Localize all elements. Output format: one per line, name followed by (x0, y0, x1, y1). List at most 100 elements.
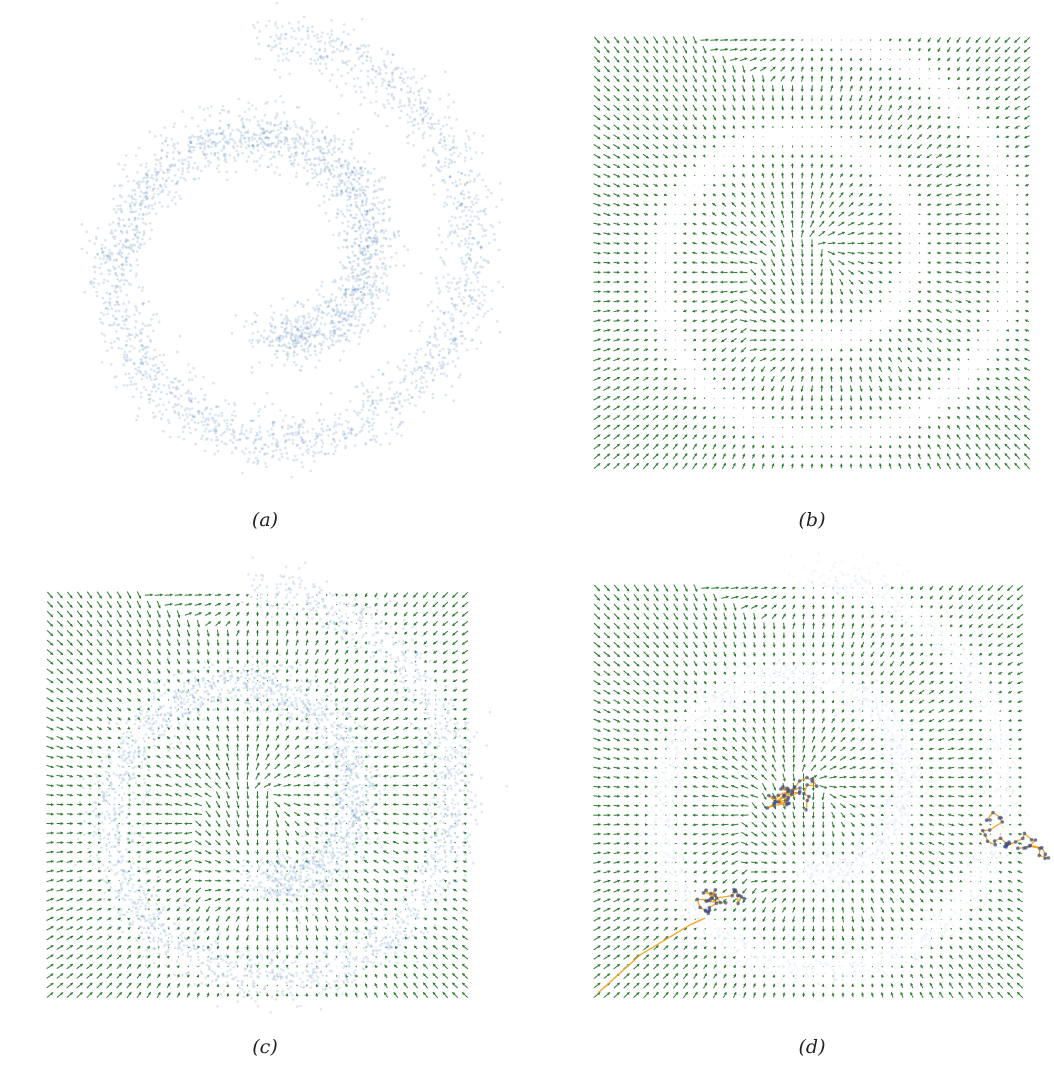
sample-point (444, 334, 447, 338)
sample-point (441, 259, 445, 263)
field-arrow (642, 434, 649, 440)
field-arrow (870, 49, 872, 51)
sample-point (334, 296, 338, 299)
sample-point (321, 131, 324, 134)
sample-point (384, 237, 387, 240)
sample-point (114, 267, 117, 270)
sample-point (93, 256, 97, 259)
sample-point (484, 285, 488, 289)
sample-point (356, 127, 360, 131)
sample-point (152, 195, 155, 199)
sample-point (458, 178, 462, 181)
sample-point (315, 288, 319, 292)
sample-point (292, 164, 295, 168)
sample-point (135, 250, 139, 253)
sample-point (464, 312, 468, 315)
field-arrow (662, 434, 669, 440)
sample-point (367, 425, 371, 428)
sample-point (366, 227, 369, 231)
sample-point (470, 339, 473, 342)
field-arrow (672, 55, 678, 64)
sample-point (113, 340, 116, 343)
sample-point (120, 273, 124, 276)
sample-point (391, 416, 394, 420)
sample-point (299, 325, 303, 328)
sample-point (103, 261, 107, 265)
field-arrow (897, 114, 903, 121)
sample-point (159, 168, 162, 171)
sample-point (199, 387, 203, 391)
sample-point (137, 365, 141, 369)
field-arrow (652, 85, 659, 92)
sample-point (328, 428, 332, 431)
sample-point (227, 111, 230, 114)
sample-point (352, 166, 356, 169)
sample-point (108, 255, 111, 259)
sample-point (221, 105, 225, 108)
sample-point (408, 393, 411, 397)
field-arrow (780, 249, 785, 258)
sample-point (240, 118, 243, 122)
sample-point (437, 353, 441, 357)
sample-point (461, 227, 464, 230)
field-arrow (623, 251, 630, 255)
sample-point (309, 319, 313, 322)
field-arrow (693, 358, 696, 361)
field-arrow (712, 144, 716, 148)
sample-point (420, 369, 423, 372)
sample-point (495, 205, 498, 209)
sample-point (300, 334, 303, 338)
sample-point (115, 210, 118, 214)
field-arrow (732, 434, 736, 439)
sample-point (482, 258, 486, 262)
sample-point (460, 322, 463, 325)
sample-point (297, 29, 301, 32)
sample-point (274, 100, 277, 103)
field-arrow (888, 444, 892, 449)
field-arrow (593, 309, 602, 313)
sample-point (272, 129, 275, 133)
sample-point (361, 425, 364, 429)
sample-point (353, 84, 357, 88)
sample-point (311, 172, 315, 175)
sample-point (125, 175, 129, 178)
sample-point (268, 344, 272, 347)
field-arrow (840, 48, 843, 51)
field-arrow (701, 319, 708, 323)
sample-point (475, 261, 479, 265)
sample-point (266, 452, 269, 455)
field-arrow (850, 348, 853, 352)
field-arrow (800, 75, 804, 82)
sample-point (296, 339, 300, 343)
sample-point (136, 171, 139, 174)
field-arrow (692, 114, 698, 121)
sample-point (254, 447, 257, 450)
sample-point (261, 145, 265, 148)
sample-point (330, 58, 334, 61)
sample-point (332, 168, 335, 171)
sample-point (330, 343, 333, 347)
field-arrow (908, 462, 912, 469)
field-arrow (899, 213, 901, 216)
sample-point (142, 355, 145, 358)
sample-point (450, 215, 454, 218)
field-arrow (702, 462, 707, 470)
sample-point (450, 153, 453, 157)
sample-point (382, 59, 386, 63)
sample-point (210, 152, 213, 155)
sample-point (288, 72, 291, 76)
sample-point (313, 322, 317, 325)
field-arrow (781, 415, 785, 420)
sample-point (398, 367, 402, 371)
sample-point (369, 101, 373, 104)
sample-point (262, 443, 266, 447)
sample-point (279, 126, 283, 130)
sample-point (185, 413, 188, 416)
sample-point (302, 304, 306, 307)
sample-point (200, 411, 204, 415)
sample-point (291, 441, 295, 445)
field-arrow (673, 386, 678, 391)
field-arrow (810, 463, 814, 469)
sample-point (258, 430, 262, 434)
sample-point (396, 365, 400, 369)
